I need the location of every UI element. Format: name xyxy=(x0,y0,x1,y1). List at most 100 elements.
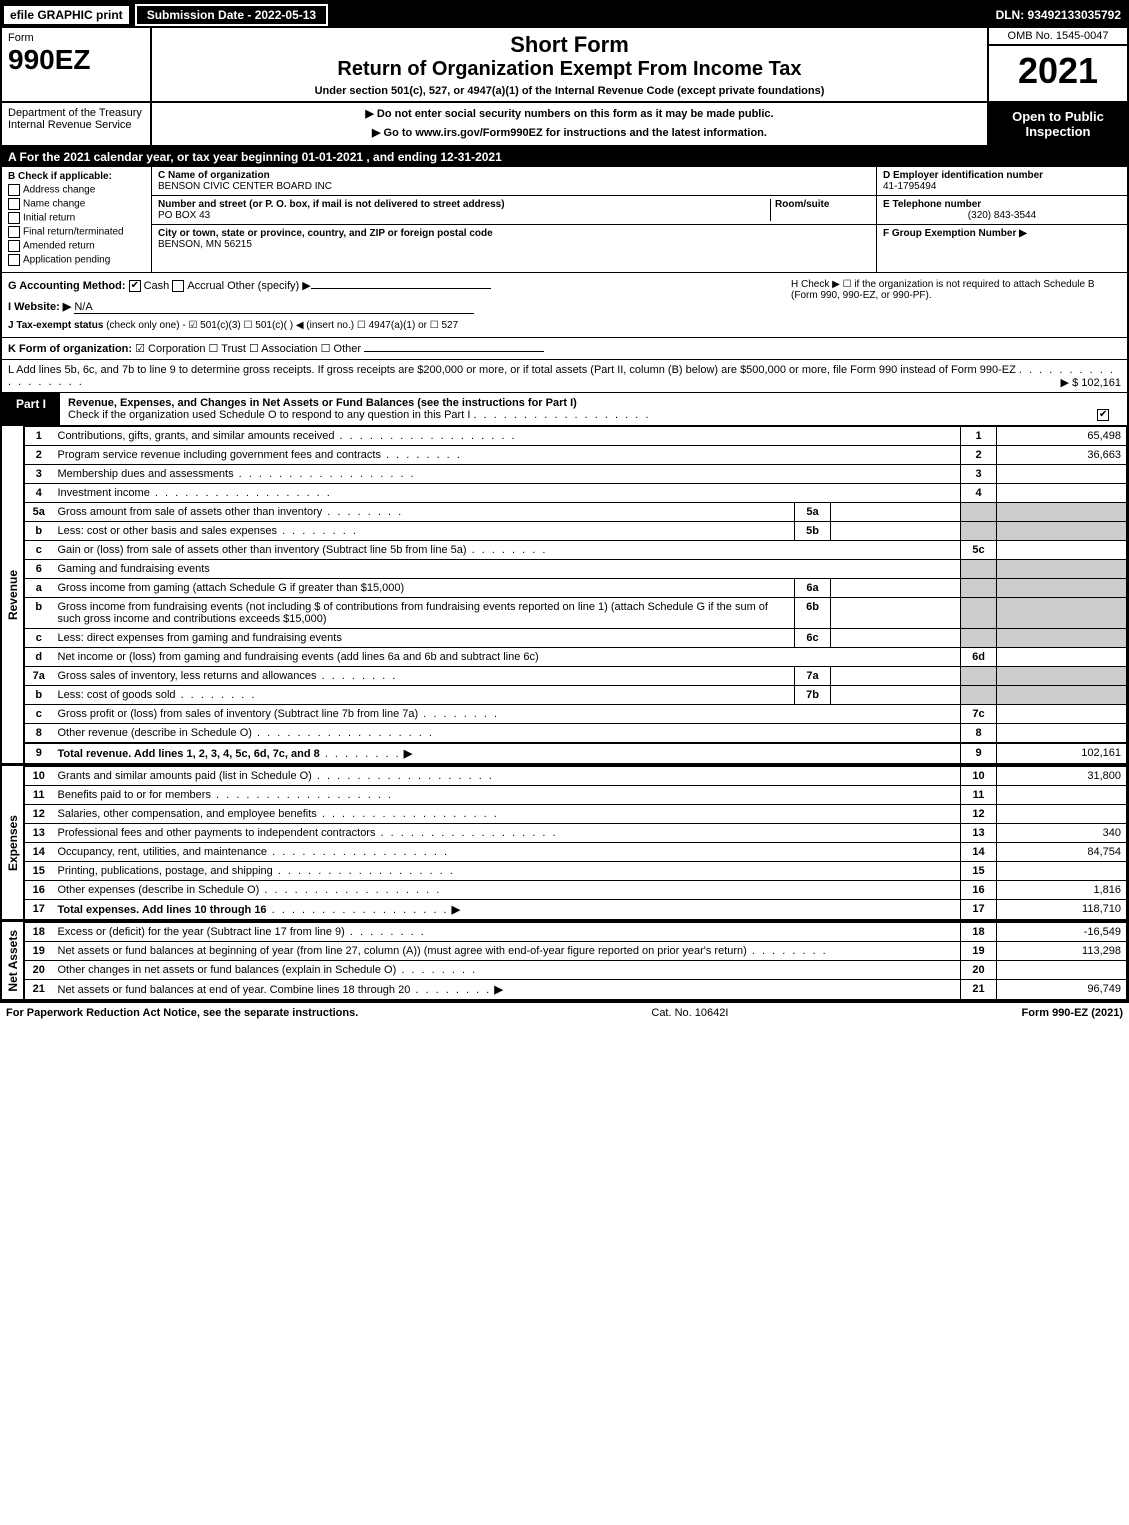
schedule-o-checkbox[interactable] xyxy=(1097,409,1109,421)
chk-accrual[interactable] xyxy=(172,280,184,292)
expenses-table: 10Grants and similar amounts paid (list … xyxy=(24,766,1127,920)
line-18: 18Excess or (deficit) for the year (Subt… xyxy=(25,923,1127,942)
org-city: BENSON, MN 56215 xyxy=(158,239,252,250)
chk-name-change[interactable]: Name change xyxy=(8,198,145,210)
ln: 9 xyxy=(25,743,53,764)
col-def: D Employer identification number 41-1795… xyxy=(877,167,1127,272)
line-6d: dNet income or (loss) from gaming and fu… xyxy=(25,648,1127,667)
ln: c xyxy=(25,629,53,648)
tax-year: 2021 xyxy=(989,46,1127,96)
revenue-side-label: Revenue xyxy=(2,426,24,764)
chk-amended-return[interactable]: Amended return xyxy=(8,240,145,252)
desc: Other revenue (describe in Schedule O) xyxy=(58,727,252,739)
box: 1 xyxy=(961,427,997,446)
ln: 20 xyxy=(25,961,53,980)
h-text: H Check ▶ ☐ if the organization is not r… xyxy=(791,279,1095,301)
desc: Gross income from gaming (attach Schedul… xyxy=(58,582,405,594)
k-other-input[interactable] xyxy=(364,351,544,352)
f-label: F Group Exemption Number ▶ xyxy=(883,228,1027,239)
h-block: H Check ▶ ☐ if the organization is not r… xyxy=(791,279,1121,331)
c-street-label: Number and street (or P. O. box, if mail… xyxy=(158,199,505,210)
efile-print-button[interactable]: efile GRAPHIC print xyxy=(2,4,131,26)
ln: 14 xyxy=(25,843,53,862)
c-name-row: C Name of organization BENSON CIVIC CENT… xyxy=(152,167,876,196)
submission-date: Submission Date - 2022-05-13 xyxy=(135,4,328,26)
ln: 7a xyxy=(25,667,53,686)
line-9: 9Total revenue. Add lines 1, 2, 3, 4, 5c… xyxy=(25,743,1127,764)
box: 7c xyxy=(961,705,997,724)
amt: 84,754 xyxy=(997,843,1127,862)
c-city-label: City or town, state or province, country… xyxy=(158,228,493,239)
cash-label: Cash xyxy=(144,280,170,292)
dept-label: Department of the Treasury xyxy=(8,107,144,119)
netassets-side-label: Net Assets xyxy=(2,922,24,1000)
subbox: 6c xyxy=(795,629,831,648)
desc: Benefits paid to or for members xyxy=(58,789,211,801)
chk-cash[interactable] xyxy=(129,280,141,292)
subbox: 5b xyxy=(795,522,831,541)
footer-cat: Cat. No. 10642I xyxy=(358,1007,1021,1019)
chk-initial-return[interactable]: Initial return xyxy=(8,212,145,224)
line-7a: 7aGross sales of inventory, less returns… xyxy=(25,667,1127,686)
subamt xyxy=(831,629,961,648)
amt xyxy=(997,648,1127,667)
desc: Gain or (loss) from sale of assets other… xyxy=(58,544,467,556)
i-label: I Website: ▶ xyxy=(8,301,71,313)
desc: Less: cost of goods sold xyxy=(58,689,176,701)
i-website: I Website: ▶ N/A xyxy=(8,300,791,314)
box: 11 xyxy=(961,786,997,805)
chk-label: Final return/terminated xyxy=(23,227,124,238)
shade xyxy=(997,522,1127,541)
ln: 12 xyxy=(25,805,53,824)
org-street: PO BOX 43 xyxy=(158,210,210,221)
shade xyxy=(961,560,997,579)
desc: Gross profit or (loss) from sales of inv… xyxy=(58,708,419,720)
box: 6d xyxy=(961,648,997,667)
c-city-row: City or town, state or province, country… xyxy=(152,225,876,253)
chk-final-return[interactable]: Final return/terminated xyxy=(8,226,145,238)
box: 18 xyxy=(961,923,997,942)
chk-label: Address change xyxy=(23,185,95,196)
line-19: 19Net assets or fund balances at beginni… xyxy=(25,942,1127,961)
ln: b xyxy=(25,686,53,705)
line-11: 11Benefits paid to or for members11 xyxy=(25,786,1127,805)
shade xyxy=(997,560,1127,579)
chk-address-change[interactable]: Address change xyxy=(8,184,145,196)
desc: Gaming and fundraising events xyxy=(53,560,961,579)
desc: Investment income xyxy=(58,487,150,499)
goto-link[interactable]: ▶ Go to www.irs.gov/Form990EZ for instru… xyxy=(160,126,979,139)
j-detail: (check only one) - ☑ 501(c)(3) ☐ 501(c)(… xyxy=(106,320,458,331)
j-label: J Tax-exempt status xyxy=(8,320,103,331)
line-6b: bGross income from fundraising events (n… xyxy=(25,598,1127,629)
ln: 19 xyxy=(25,942,53,961)
ln: 16 xyxy=(25,881,53,900)
box: 17 xyxy=(961,900,997,920)
shade xyxy=(961,503,997,522)
chk-label: Application pending xyxy=(23,255,110,266)
subtitle: Under section 501(c), 527, or 4947(a)(1)… xyxy=(160,85,979,97)
shade xyxy=(997,686,1127,705)
org-name: BENSON CIVIC CENTER BOARD INC xyxy=(158,181,332,192)
chk-application-pending[interactable]: Application pending xyxy=(8,254,145,266)
amt: 65,498 xyxy=(997,427,1127,446)
desc: Program service revenue including govern… xyxy=(58,449,381,461)
l-text: L Add lines 5b, 6c, and 7b to line 9 to … xyxy=(8,364,1016,376)
ln: 3 xyxy=(25,465,53,484)
box: 2 xyxy=(961,446,997,465)
part-i-tab: Part I xyxy=(2,393,60,425)
line-6a: a Gross income from gaming (attach Schedu… xyxy=(25,579,1127,598)
other-input[interactable] xyxy=(311,288,491,289)
desc: Professional fees and other payments to … xyxy=(58,827,376,839)
amt xyxy=(997,961,1127,980)
k-label: K Form of organization: xyxy=(8,343,132,355)
footer-left: For Paperwork Reduction Act Notice, see … xyxy=(6,1007,358,1019)
shade xyxy=(961,686,997,705)
part-i-check-line: Check if the organization used Schedule … xyxy=(68,409,1119,421)
form-990ez: efile GRAPHIC print Submission Date - 20… xyxy=(0,0,1129,1002)
part-i-header: Part I Revenue, Expenses, and Changes in… xyxy=(2,393,1127,426)
desc: Membership dues and assessments xyxy=(58,468,234,480)
desc: Net assets or fund balances at end of ye… xyxy=(58,984,411,996)
ln: a xyxy=(25,579,53,598)
part-i-title: Revenue, Expenses, and Changes in Net As… xyxy=(60,393,1127,425)
subbox: 6a xyxy=(795,579,831,598)
